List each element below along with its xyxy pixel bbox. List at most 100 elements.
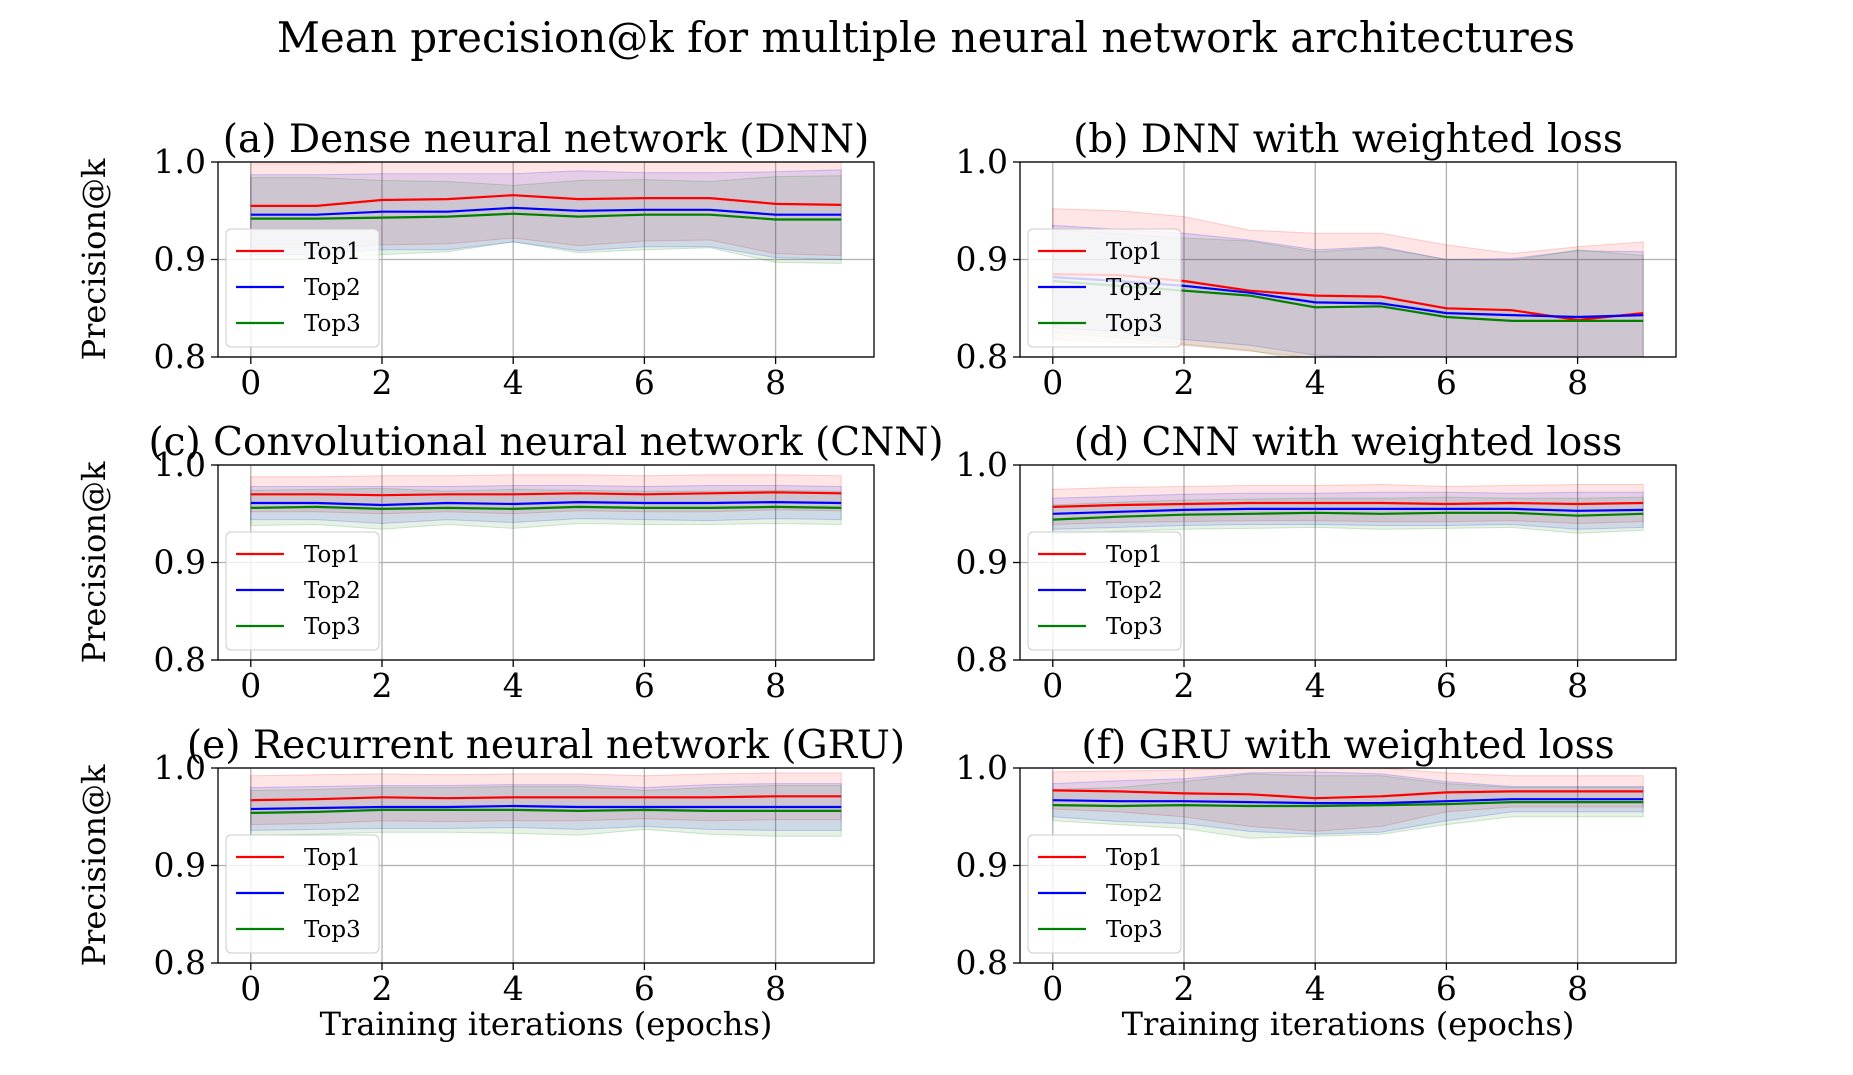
x-tick-label: 8 (765, 363, 786, 402)
line-top1 (1052, 789, 1644, 800)
legend-label-top3: Top3 (304, 614, 361, 640)
y-tick-label: 0.9 (956, 543, 1008, 582)
x-tick-label: 4 (1305, 363, 1326, 402)
legend-label-top2: Top2 (1106, 578, 1163, 604)
plot-area (1052, 483, 1644, 535)
y-tick-label: 1.0 (956, 142, 1008, 181)
panel-title: (a) Dense neural network (DNN) (223, 117, 869, 162)
legend-label-top1: Top1 (1106, 542, 1163, 568)
y-tick-label: 0.8 (154, 640, 206, 679)
legend-label-top2: Top2 (304, 578, 361, 604)
x-tick-label: 6 (1436, 969, 1457, 1008)
x-tick-label: 0 (240, 969, 261, 1008)
line-top1 (250, 194, 842, 207)
chart-panel-1: 0 2 4 6 8 0.8 0.9 1.0 (a) Dense neural network (… (75, 117, 875, 402)
x-tick-label: 8 (1567, 969, 1588, 1008)
x-tick-label: 8 (765, 969, 786, 1008)
legend-label-top3: Top3 (1106, 311, 1163, 337)
legend-box (1027, 834, 1182, 954)
x-tick-label: 2 (1174, 666, 1195, 705)
legend: Top1 Top2 Top3 (225, 531, 380, 651)
x-tick-label: 2 (1174, 969, 1195, 1008)
x-tick-label: 0 (1042, 666, 1063, 705)
x-tick-label: 8 (765, 666, 786, 705)
legend-label-top3: Top3 (1106, 614, 1163, 640)
line-top3 (250, 505, 842, 511)
chart-panel-6: 0 2 4 6 8 0.8 0.9 1.0 (f) GRU with weighted loss… (956, 723, 1677, 1043)
legend-label-top3: Top3 (304, 917, 361, 943)
plot-area (250, 474, 842, 530)
legend: Top1 Top2 Top3 (225, 228, 380, 348)
y-tick-label: 1.0 (956, 748, 1008, 787)
legend-label-top2: Top2 (1106, 881, 1163, 907)
y-tick-label: 0.9 (154, 543, 206, 582)
legend-label-top1: Top1 (304, 542, 361, 568)
legend-box (1027, 228, 1182, 348)
x-tick-label: 4 (1305, 666, 1326, 705)
plot-area (1052, 768, 1644, 839)
legend-label-top1: Top1 (304, 845, 361, 871)
x-tick-label: 2 (372, 969, 393, 1008)
y-tick-label: 0.9 (956, 846, 1008, 885)
legend-box (225, 531, 380, 651)
legend-label-top2: Top2 (1106, 275, 1163, 301)
plot-area (250, 772, 842, 837)
y-axis-label: Precision@k (75, 764, 113, 966)
line-top3 (250, 212, 842, 221)
line-top2 (250, 206, 842, 216)
legend-box (225, 228, 380, 348)
legend-label-top1: Top1 (1106, 239, 1163, 265)
chart-panel-5: 0 2 4 6 8 0.8 0.9 1.0(e) Recurrent neural netwo… (75, 723, 905, 1043)
y-tick-label: 0.8 (154, 337, 206, 376)
y-axis-label: Precision@k (75, 158, 113, 360)
legend: Top1 Top2 Top3 (1027, 531, 1182, 651)
y-tick-label: 0.9 (154, 240, 206, 279)
x-tick-label: 2 (372, 363, 393, 402)
line-top2 (1052, 798, 1644, 805)
y-tick-label: 1.0 (154, 445, 206, 484)
y-tick-label: 1.0 (154, 748, 206, 787)
y-tick-label: 0.8 (956, 943, 1008, 982)
x-tick-label: 6 (634, 969, 655, 1008)
plot-area (250, 162, 842, 264)
panel-title: (d) CNN with weighted loss (1074, 420, 1622, 465)
legend-box (225, 834, 380, 954)
legend: Top1 Top2 Top3 (1027, 228, 1182, 348)
chart-panel-3: 0 2 4 6 8 0.8 0.9 1.0(c) Convolutional neural n… (75, 420, 944, 705)
x-tick-label: 6 (634, 363, 655, 402)
y-tick-label: 1.0 (154, 142, 206, 181)
x-tick-label: 4 (503, 363, 524, 402)
legend-label-top1: Top1 (1106, 845, 1163, 871)
line-top1 (1052, 501, 1644, 508)
y-tick-label: 1.0 (956, 445, 1008, 484)
band-top1 (1052, 768, 1644, 832)
x-tick-label: 8 (1567, 666, 1588, 705)
legend-label-top3: Top3 (1106, 917, 1163, 943)
y-tick-label: 0.8 (956, 640, 1008, 679)
line-top1 (250, 795, 842, 802)
legend-label-top1: Top1 (304, 239, 361, 265)
band-top2 (1052, 224, 1644, 357)
legend-label-top3: Top3 (304, 311, 361, 337)
x-tick-label: 4 (503, 969, 524, 1008)
x-tick-label: 2 (1174, 363, 1195, 402)
panel-title: (b) DNN with weighted loss (1073, 117, 1623, 162)
x-axis-label: Training iterations (epochs) (320, 1005, 773, 1043)
band-top3 (1052, 496, 1644, 535)
line-top3 (1052, 800, 1644, 808)
x-tick-label: 8 (1567, 363, 1588, 402)
x-tick-label: 6 (634, 666, 655, 705)
x-tick-label: 0 (240, 666, 261, 705)
band-top2 (1052, 491, 1644, 530)
legend-box (1027, 531, 1182, 651)
x-tick-label: 0 (1042, 363, 1063, 402)
panel-title: (e) Recurrent neural network (GRU) (187, 723, 905, 768)
y-tick-label: 0.9 (956, 240, 1008, 279)
legend: Top1 Top2 Top3 (225, 834, 380, 954)
legend-label-top2: Top2 (304, 881, 361, 907)
x-tick-label: 6 (1436, 666, 1457, 705)
y-tick-label: 0.8 (956, 337, 1008, 376)
panel-title: (c) Convolutional neural network (CNN) (148, 420, 943, 465)
x-tick-label: 4 (503, 666, 524, 705)
